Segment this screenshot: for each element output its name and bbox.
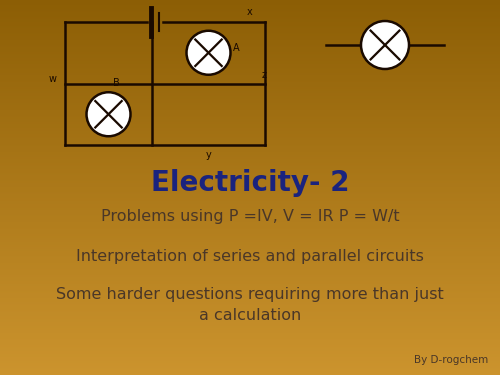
Text: w: w: [49, 74, 57, 84]
Text: Some harder questions requiring more than just
a calculation: Some harder questions requiring more tha…: [56, 287, 444, 323]
Circle shape: [361, 21, 409, 69]
Text: Electricity- 2: Electricity- 2: [151, 169, 349, 197]
Text: B: B: [114, 78, 120, 88]
Text: By D-rogchem: By D-rogchem: [414, 355, 488, 365]
Circle shape: [186, 31, 230, 75]
Text: A: A: [232, 43, 239, 53]
Text: x: x: [247, 7, 253, 17]
Text: Interpretation of series and parallel circuits: Interpretation of series and parallel ci…: [76, 249, 424, 264]
Text: Problems using P =IV, V = IR P = W/t: Problems using P =IV, V = IR P = W/t: [100, 210, 400, 225]
Text: y: y: [206, 150, 212, 160]
Text: z: z: [262, 70, 267, 81]
Circle shape: [86, 92, 130, 136]
